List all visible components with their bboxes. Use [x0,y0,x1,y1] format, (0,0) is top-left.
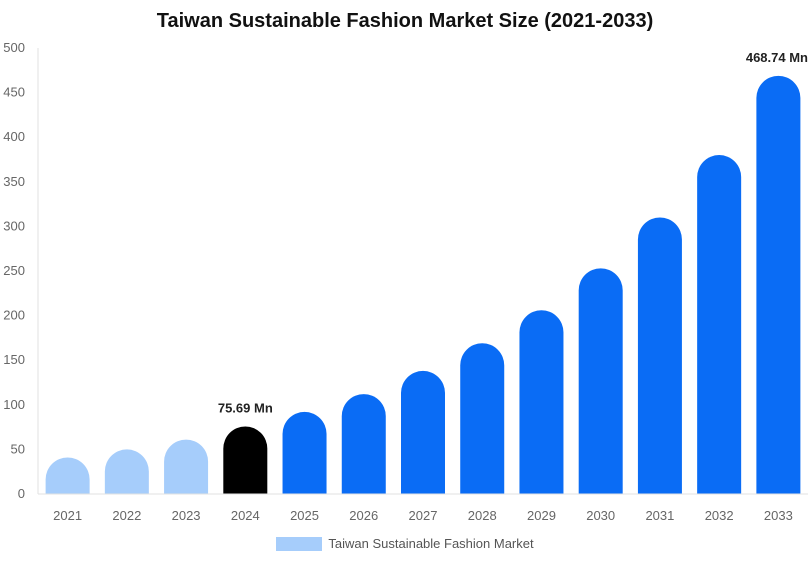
x-tick-label: 2021 [53,508,82,523]
y-tick-label: 200 [3,308,25,323]
y-tick-label: 50 [11,441,25,456]
bar-2021 [45,457,90,494]
bar-2030 [578,268,623,494]
y-tick-label: 300 [3,218,25,233]
y-tick-label: 450 [3,85,25,100]
y-tick-label: 0 [18,486,25,501]
x-tick-label: 2028 [468,508,497,523]
y-tick-label: 500 [3,40,25,55]
x-tick-label: 2031 [645,508,674,523]
bar-2028 [460,343,505,494]
bar-2022 [104,449,149,494]
x-tick-label: 2027 [409,508,438,523]
bar-2026 [341,394,386,494]
x-tick-label: 2026 [349,508,378,523]
bar-2027 [401,370,445,494]
bars [45,75,801,495]
x-tick-label: 2024 [231,508,260,523]
legend-swatch [276,536,323,551]
data-label-2024: 75.69 Mn [218,400,273,415]
bar-2024 [223,426,268,494]
x-tick-label: 2025 [290,508,319,523]
bar-2023 [164,439,209,494]
legend: Taiwan Sustainable Fashion Market [0,536,810,551]
x-tick-label: 2033 [764,508,793,523]
x-tick-label: 2022 [112,508,141,523]
x-tick-label: 2032 [705,508,734,523]
x-axis: 2021 2022 2023 2024 2025 2026 2027 2028 2029 2030… [38,493,808,523]
y-tick-label: 100 [3,397,25,412]
bar-2031 [637,217,682,494]
bar-2029 [519,310,564,494]
y-tick-label: 250 [3,263,25,278]
x-tick-label: 2023 [172,508,201,523]
y-tick-label: 350 [3,174,25,189]
bar-2025 [282,411,327,494]
chart-title: Taiwan Sustainable Fashion Market Size (… [156,10,654,32]
y-tick-label: 400 [3,129,25,144]
y-axis: 0 50 100 150 200 250 300 350 400 450 500 [3,40,39,501]
y-tick-label: 150 [3,352,25,367]
bar-2032 [697,155,742,495]
data-labels: 75.69 Mn 468.74 Mn [218,50,808,416]
legend-label: Taiwan Sustainable Fashion Market [328,536,534,551]
x-tick-label: 2030 [586,508,615,523]
bar-2033 [756,75,801,495]
x-tick-label: 2029 [527,508,556,523]
data-label-2033: 468.74 Mn [746,50,808,65]
